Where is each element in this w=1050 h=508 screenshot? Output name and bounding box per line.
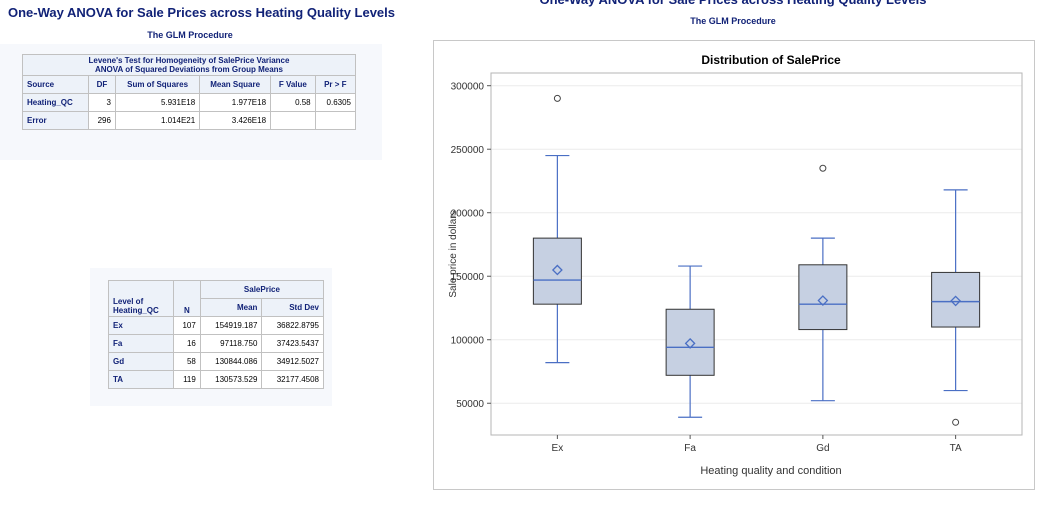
means-level-header: Level of Heating_QC <box>108 280 174 317</box>
y-tick-label: 300000 <box>451 82 485 93</box>
y-tick-label: 150000 <box>451 272 485 283</box>
levene-col-header: F Value <box>270 75 316 94</box>
levene-cell <box>270 111 316 130</box>
levene-cell: 3.426E18 <box>199 111 272 130</box>
y-axis-label: Sale price in dollars <box>448 210 459 297</box>
levene-caption: Levene's Test for Homogeneity of SalePri… <box>22 54 356 76</box>
levene-cell: 0.6305 <box>314 93 357 112</box>
x-tick-label: Ex <box>552 443 564 454</box>
means-cell: 154919.187 <box>199 316 263 335</box>
x-tick-label: Gd <box>816 443 829 454</box>
levene-table: Levene's Test for Homogeneity of SalePri… <box>21 54 357 130</box>
means-cell: 97118.750 <box>199 334 263 353</box>
y-tick-label: 250000 <box>451 145 485 156</box>
means-cell: 58 <box>173 352 201 371</box>
means-cell: 37423.5437 <box>261 334 324 353</box>
box-Ex <box>532 94 582 364</box>
levene-header-row: Source DF Sum of Squares Mean Square F V… <box>21 75 357 94</box>
means-cell: 36822.8795 <box>261 316 324 335</box>
means-cell: 32177.4508 <box>261 370 324 389</box>
levene-cell: 3 <box>88 93 116 112</box>
boxplot-panel: Distribution of SalePrice 50000 100000 150… <box>433 40 1035 490</box>
table-row: Heating_QC 3 5.931E18 1.977E18 0.58 0.63… <box>21 93 357 112</box>
x-tick-label: TA <box>950 443 962 454</box>
x-axis-label: Heating quality and condition <box>700 465 841 477</box>
box-TA <box>931 189 981 426</box>
mean-marker <box>950 295 962 307</box>
means-col-header: N <box>173 280 201 317</box>
report-title: One-Way ANOVA for Sale Prices across Hea… <box>8 5 396 20</box>
means-cell: 130573.529 <box>199 370 263 389</box>
box-body <box>665 308 715 376</box>
boxplot-chart: Distribution of SalePrice 50000 100000 150… <box>448 53 1023 477</box>
levene-cell: 0.58 <box>270 93 316 112</box>
x-tick-label: Fa <box>684 443 696 454</box>
mean-marker <box>551 264 563 276</box>
means-table: Level of Heating_QC N SalePrice Mean Std… <box>108 280 325 389</box>
means-row-label: TA <box>108 370 174 389</box>
means-row-label: Gd <box>108 352 174 371</box>
levene-caption-line1: Levene's Test for Homogeneity of SalePri… <box>88 56 290 65</box>
table-row: Fa 16 97118.750 37423.5437 <box>108 334 324 353</box>
levene-caption-line2: ANOVA of Squared Deviations from Group M… <box>94 65 284 74</box>
mean-marker <box>817 295 829 306</box>
means-row-label: Fa <box>108 334 174 353</box>
levene-cell: 1.977E18 <box>199 93 272 112</box>
y-tick-label: 50000 <box>456 399 484 410</box>
outlier-point <box>819 164 827 172</box>
box-body <box>798 264 848 331</box>
chart-title: Distribution of SalePrice <box>701 53 841 67</box>
outlier-point <box>952 418 960 426</box>
levene-panel: Levene's Test for Homogeneity of SalePri… <box>0 44 382 160</box>
means-cell: 16 <box>173 334 201 353</box>
levene-col-header: Pr > F <box>314 75 357 94</box>
means-col-header: Std Dev <box>261 298 324 317</box>
mean-marker <box>684 337 696 349</box>
box-body <box>931 271 981 328</box>
levene-cell: 5.931E18 <box>114 93 201 112</box>
box-Gd <box>798 164 848 402</box>
means-panel: Level of Heating_QC N SalePrice Mean Std… <box>90 268 332 406</box>
levene-row-label: Heating_QC <box>21 93 90 112</box>
means-row-label: Ex <box>108 316 174 335</box>
table-row: Ex 107 154919.187 36822.8795 <box>108 316 324 335</box>
procedure-label-right: The GLM Procedure <box>690 16 776 26</box>
means-spanner: SalePrice <box>199 280 325 299</box>
means-cell: 107 <box>173 316 201 335</box>
means-cell: 130844.086 <box>199 352 263 371</box>
means-cell: 119 <box>173 370 201 389</box>
y-tick-label: 100000 <box>451 336 485 347</box>
table-row: Error 296 1.014E21 3.426E18 <box>21 111 357 130</box>
levene-row-label: Error <box>21 111 90 130</box>
levene-col-header: Mean Square <box>199 75 272 94</box>
box-body <box>532 237 582 305</box>
levene-col-header: Sum of Squares <box>114 75 201 94</box>
means-cell: 34912.5027 <box>261 352 324 371</box>
report-title-right: One-Way ANOVA for Sale Prices across Hea… <box>433 0 1033 7</box>
table-row: TA 119 130573.529 32177.4508 <box>108 370 324 389</box>
table-row: Gd 58 130844.086 34912.5027 <box>108 352 324 371</box>
levene-col-header: DF <box>88 75 116 94</box>
levene-col-header: Source <box>21 75 90 94</box>
procedure-label: The GLM Procedure <box>147 30 233 40</box>
levene-cell: 296 <box>88 111 116 130</box>
levene-cell: 1.014E21 <box>114 111 201 130</box>
levene-cell <box>314 111 357 130</box>
box-Fa <box>665 265 715 418</box>
outlier-point <box>553 94 561 102</box>
means-col-header: Mean <box>199 298 263 317</box>
plot-area <box>490 72 1023 436</box>
y-tick-label: 200000 <box>451 209 485 220</box>
